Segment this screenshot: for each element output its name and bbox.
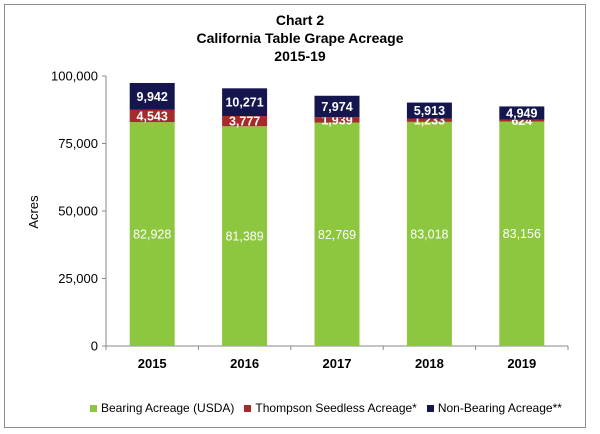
bar-data-label: 82,928 [133, 228, 171, 242]
bar-segment [406, 102, 452, 119]
legend-item-bearing: Bearing Acreage (USDA) [90, 401, 234, 415]
bar-segment [499, 121, 545, 347]
bar-data-label: 9,942 [137, 90, 168, 104]
x-tick-label: 2016 [230, 356, 259, 371]
bar-segment [314, 95, 360, 118]
legend-label-bearing: Bearing Acreage (USDA) [101, 401, 235, 415]
bar-data-label: 7,974 [321, 100, 352, 114]
bar-segment [314, 117, 360, 123]
bar-segment [129, 122, 175, 347]
bar-segment [222, 116, 268, 127]
chart-frame [4, 4, 586, 428]
x-tick-label: 2018 [415, 356, 444, 371]
x-tick-label: 2017 [323, 356, 352, 371]
chart-title-line-2: California Table Grape Acreage [196, 30, 404, 46]
bar-data-label: 83,018 [410, 227, 448, 241]
legend-label-nonbearing: Non-Bearing Acreage** [437, 401, 562, 415]
bar-data-label: 82,769 [318, 228, 356, 242]
y-tick-label: 100,000 [51, 69, 98, 84]
bar-segment [129, 109, 175, 123]
x-tick-label: 2015 [138, 356, 167, 371]
bar-data-label: 4,543 [137, 109, 168, 123]
y-tick-label: 50,000 [58, 204, 98, 219]
chart-legend: Bearing Acreage (USDA) Thompson Seedless… [90, 399, 562, 417]
bar-segment [222, 126, 268, 347]
legend-item-nonbearing: Non-Bearing Acreage** [426, 401, 562, 415]
bar-segment [314, 122, 360, 346]
bar-data-label: 10,271 [225, 96, 263, 110]
bar-data-label: 3,777 [229, 115, 260, 129]
legend-label-thompson: Thompson Seedless Acreage* [255, 401, 417, 415]
y-tick-label: 0 [91, 339, 98, 354]
y-tick-label: 75,000 [58, 136, 98, 151]
bar-data-label: 83,156 [503, 227, 541, 241]
bar-segment [499, 119, 545, 122]
legend-swatch-nonbearing [426, 404, 434, 412]
bar-data-label: 5,913 [414, 104, 445, 118]
bar-segment [222, 88, 268, 117]
legend-swatch-bearing [90, 404, 97, 412]
bar-segment [406, 121, 452, 346]
chart-title-line-1: Chart 2 [275, 12, 325, 28]
bar-segment [129, 82, 175, 110]
bar-segment [406, 118, 452, 122]
x-tick-label: 2019 [507, 356, 536, 371]
legend-item-thompson: Thompson Seedless Acreage* [244, 401, 417, 415]
bar-data-label: 4,949 [506, 107, 537, 121]
legend-swatch-thompson [244, 404, 252, 412]
bar-segment [499, 106, 545, 120]
y-axis-title: Acres [26, 195, 41, 229]
y-tick-label: 25,000 [58, 271, 98, 286]
bar-data-label: 81,389 [225, 230, 263, 244]
chart-title-line-3: 2015-19 [274, 48, 326, 64]
